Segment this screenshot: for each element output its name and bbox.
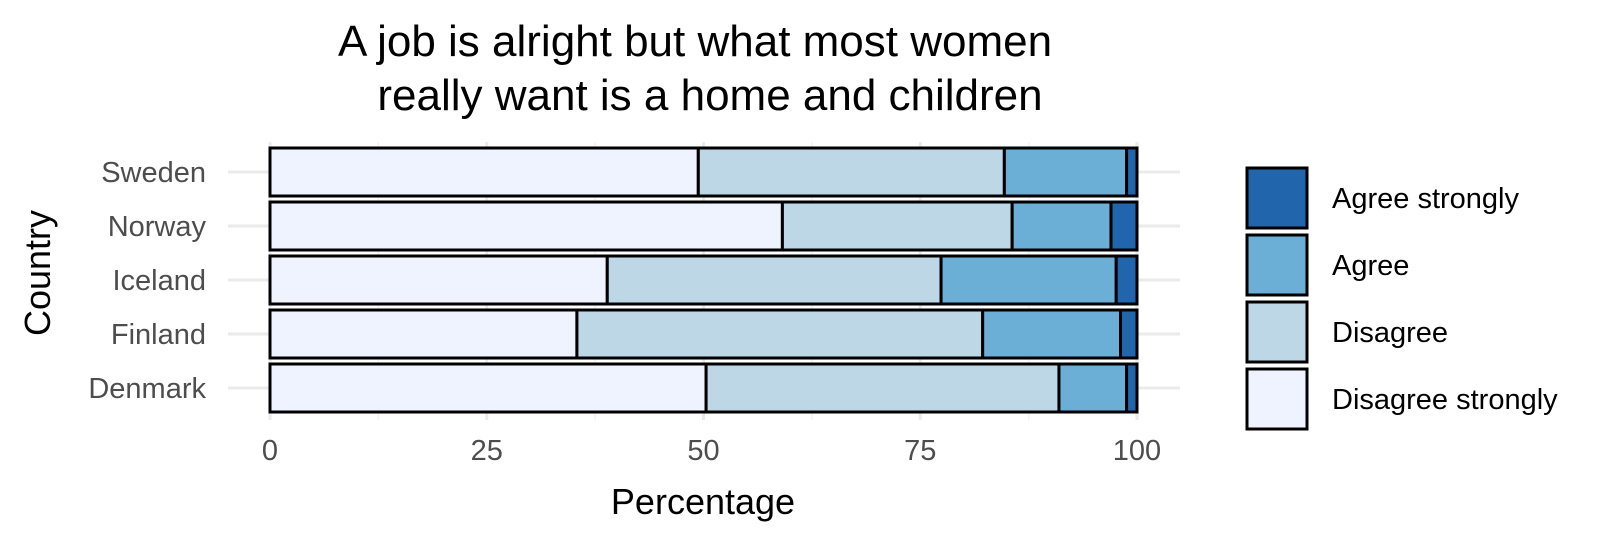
legend-label: Agree bbox=[1332, 250, 1409, 282]
legend-label: Agree strongly bbox=[1332, 183, 1519, 215]
legend-swatch bbox=[1245, 300, 1309, 364]
legend-swatch bbox=[1245, 233, 1309, 297]
y-axis-title: Country bbox=[17, 210, 58, 336]
legend: Agree strongly Agree Disagree Disagree stro… bbox=[1245, 166, 1558, 431]
bar-segment-agree bbox=[981, 308, 1123, 360]
bar-segment-agree bbox=[1010, 200, 1113, 252]
bar-segment-agree-strongly bbox=[1119, 308, 1139, 360]
bar-segment-disagree bbox=[704, 362, 1061, 414]
legend-label: Disagree bbox=[1332, 317, 1448, 349]
bar-segment-agree-strongly bbox=[1125, 362, 1139, 414]
x-tick-labels: 0 25 50 75 100 bbox=[262, 435, 1161, 467]
y-tick-label: Finland bbox=[111, 319, 206, 351]
bar-segment-disagree-strongly bbox=[268, 200, 784, 252]
x-tick-label: 100 bbox=[1113, 435, 1161, 467]
bar-segment-agree-strongly bbox=[1109, 200, 1139, 252]
legend-swatch bbox=[1245, 166, 1309, 230]
bar-segment-disagree bbox=[780, 200, 1014, 252]
x-tick-label: 50 bbox=[687, 435, 719, 467]
bar-segment-disagree-strongly bbox=[268, 362, 708, 414]
x-tick-label: 25 bbox=[471, 435, 503, 467]
bar-segment-disagree bbox=[605, 254, 943, 306]
chart-title-line-1: A job is alright but what most women bbox=[338, 17, 1052, 66]
bar-segment-agree-strongly bbox=[1114, 254, 1139, 306]
bar-segment-disagree-strongly bbox=[268, 308, 579, 360]
y-tick-label: Iceland bbox=[112, 265, 206, 297]
bar-segment-disagree-strongly bbox=[268, 146, 700, 198]
bar-segment-agree bbox=[939, 254, 1118, 306]
y-tick-label: Norway bbox=[108, 211, 207, 243]
x-axis-title: Percentage bbox=[611, 481, 795, 522]
x-tick-label: 0 bbox=[262, 435, 278, 467]
bar-segment-agree bbox=[1057, 362, 1129, 414]
legend-swatch bbox=[1245, 367, 1309, 431]
y-tick-label: Sweden bbox=[101, 157, 206, 189]
bar-segment-disagree bbox=[696, 146, 1006, 198]
bar-segment-agree-strongly bbox=[1125, 146, 1139, 198]
chart-title-line-2: really want is a home and children bbox=[377, 71, 1042, 120]
bar-segment-agree bbox=[1002, 146, 1129, 198]
bars bbox=[268, 146, 1139, 414]
legend-label: Disagree strongly bbox=[1332, 384, 1558, 416]
bar-segment-disagree bbox=[575, 308, 985, 360]
chart-title: A job is alright but what most women rea… bbox=[338, 17, 1052, 120]
y-tick-label: Denmark bbox=[88, 373, 206, 405]
x-tick-label: 75 bbox=[904, 435, 936, 467]
y-tick-labels: Sweden Norway Iceland Finland Denmark bbox=[88, 157, 206, 405]
bar-segment-disagree-strongly bbox=[268, 254, 609, 306]
